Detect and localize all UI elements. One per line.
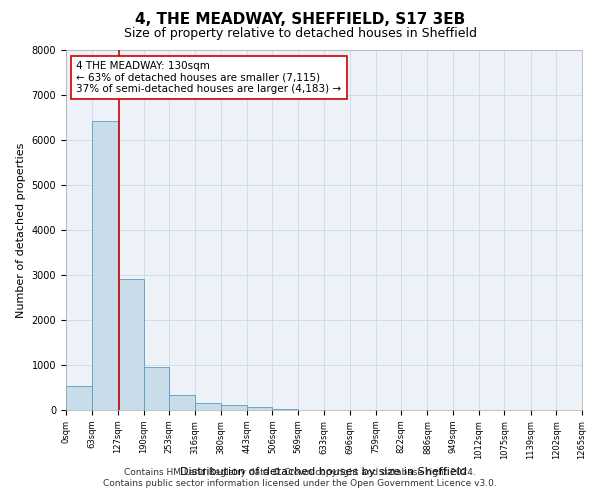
Bar (272, 408, 298, 410)
Text: 4 THE MEADWAY: 130sqm
← 63% of detached houses are smaller (7,115)
37% of semi-d: 4 THE MEADWAY: 130sqm ← 63% of detached … (76, 61, 341, 94)
Bar (66, 386, 92, 410)
Bar (195, 403, 221, 410)
Bar (118, 278, 143, 410)
Bar (92, 120, 118, 410)
Bar (169, 395, 195, 410)
Bar (143, 367, 169, 410)
Text: 4, THE MEADWAY, SHEFFIELD, S17 3EB: 4, THE MEADWAY, SHEFFIELD, S17 3EB (135, 12, 465, 28)
X-axis label: Distribution of detached houses by size in Sheffield: Distribution of detached houses by size … (181, 467, 467, 477)
Y-axis label: Number of detached properties: Number of detached properties (16, 142, 26, 318)
Bar (221, 406, 247, 410)
Text: Contains HM Land Registry data © Crown copyright and database right 2024.
Contai: Contains HM Land Registry data © Crown c… (103, 468, 497, 487)
Text: Size of property relative to detached houses in Sheffield: Size of property relative to detached ho… (124, 28, 476, 40)
Bar (247, 407, 272, 410)
